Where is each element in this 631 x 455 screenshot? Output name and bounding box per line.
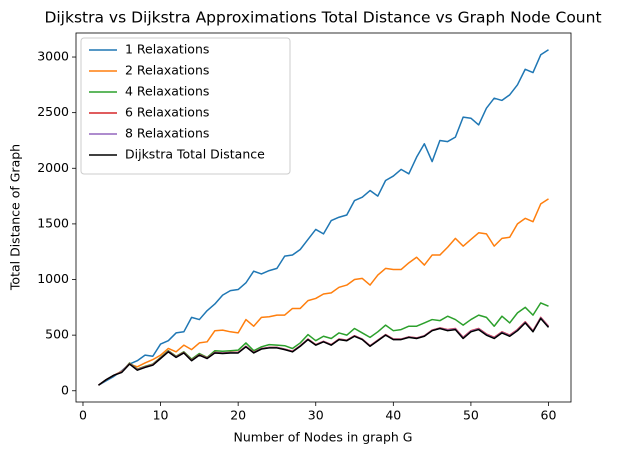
legend-box: [80, 37, 291, 175]
x-tick-label: 30: [308, 408, 324, 423]
legend-label: 1 Relaxations: [125, 42, 209, 57]
x-tick-label: 60: [541, 408, 557, 423]
x-axis-label: Number of Nodes in graph G: [234, 430, 413, 445]
series-line: [98, 317, 550, 386]
y-tick-label: 1500: [37, 215, 69, 230]
y-tick-label: 2000: [37, 160, 69, 175]
y-axis-label: Total Distance of Graph: [8, 144, 23, 291]
legend-label: 2 Relaxations: [125, 63, 209, 78]
legend-label: 6 Relaxations: [125, 105, 209, 120]
x-tick-label: 50: [463, 408, 479, 423]
series-line: [98, 198, 549, 386]
y-tick-label: 1000: [37, 271, 69, 286]
series-line: [98, 49, 549, 386]
x-tick-label: 40: [385, 408, 401, 423]
y-tick-label: 2500: [37, 104, 69, 119]
legend: 1 Relaxations 2 Relaxations 4 Relaxations 6…: [80, 37, 291, 175]
plot-area: [98, 49, 550, 386]
y-tick-label: 3000: [37, 49, 69, 64]
legend-label: 8 Relaxations: [125, 126, 209, 141]
series-line: [98, 302, 549, 386]
x-tick-label: 10: [153, 408, 169, 423]
y-tick-label: 0: [61, 382, 69, 397]
x-tick-label: 20: [230, 408, 246, 423]
y-tick-label: 500: [45, 327, 69, 342]
chart-title: Dijkstra vs Dijkstra Approximations Tota…: [44, 9, 601, 27]
x-tick-label: 0: [79, 408, 87, 423]
series-line: [98, 317, 550, 386]
legend-label: Dijkstra Total Distance: [125, 147, 265, 162]
legend-label: 4 Relaxations: [125, 84, 209, 99]
axes-frame: [75, 32, 572, 403]
